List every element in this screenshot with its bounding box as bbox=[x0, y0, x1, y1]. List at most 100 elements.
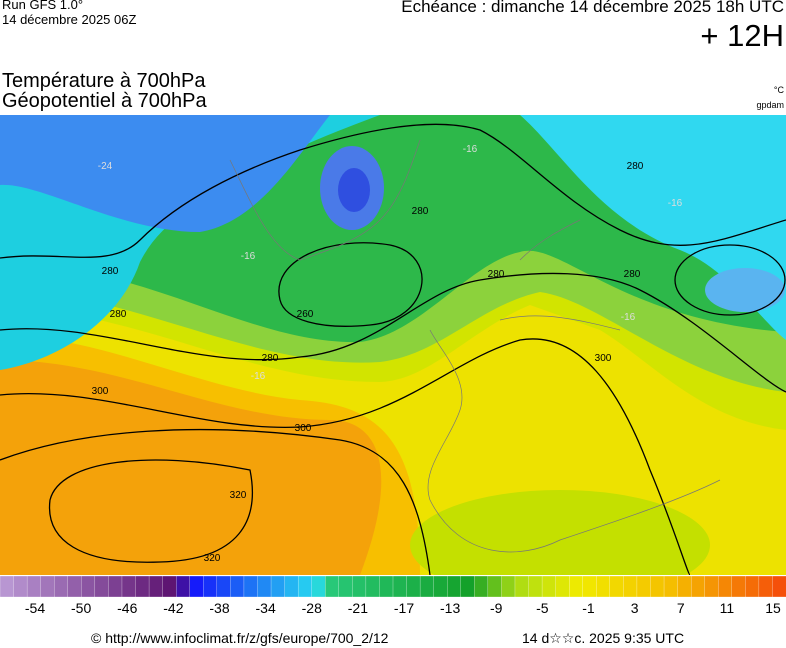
scale-swatch bbox=[541, 575, 557, 598]
scale-swatch bbox=[447, 575, 462, 598]
scale-swatch bbox=[650, 575, 665, 598]
contour-label: 320 bbox=[230, 490, 247, 501]
scale-label: 3 bbox=[631, 600, 639, 616]
field bbox=[705, 268, 785, 312]
contour-label: -16 bbox=[621, 312, 636, 323]
contour-label: 280 bbox=[627, 161, 644, 172]
scale-swatch bbox=[745, 575, 760, 598]
scale-label: 11 bbox=[720, 600, 735, 616]
field bbox=[338, 168, 370, 212]
scale-swatch bbox=[433, 575, 448, 598]
scale-label: -42 bbox=[163, 600, 183, 616]
contour-label: -16 bbox=[251, 371, 266, 382]
run-date: 14 décembre 2025 06Z bbox=[2, 12, 137, 27]
contour-label: 280 bbox=[412, 206, 429, 217]
scale-swatch bbox=[54, 575, 69, 598]
scale-swatch bbox=[596, 575, 611, 598]
title: Géopotentiel à 700hPa bbox=[2, 90, 207, 112]
scale-swatch bbox=[514, 575, 530, 598]
scale-swatch bbox=[230, 575, 245, 598]
scale-swatch bbox=[663, 575, 679, 598]
contour-label: 280 bbox=[110, 309, 127, 320]
scale-swatch bbox=[189, 575, 204, 598]
scale-swatch bbox=[121, 575, 137, 598]
scale-label: -28 bbox=[302, 600, 322, 616]
contour-label: 320 bbox=[204, 553, 221, 564]
scale-swatch bbox=[108, 575, 123, 598]
field bbox=[0, 115, 330, 232]
scale-swatch bbox=[569, 575, 584, 598]
scale-swatch bbox=[609, 575, 625, 598]
title: Température à 700hPa bbox=[2, 70, 206, 92]
scale-label: -21 bbox=[348, 600, 368, 616]
scale-swatch bbox=[731, 575, 746, 598]
scale-label: -50 bbox=[71, 600, 91, 616]
scale-label: 15 bbox=[765, 600, 781, 616]
contour-label: 280 bbox=[102, 266, 119, 277]
scale-swatch bbox=[216, 575, 232, 598]
contour-label: 280 bbox=[262, 353, 279, 364]
scale-swatch bbox=[582, 575, 597, 598]
scale-swatch bbox=[718, 575, 733, 598]
scale-swatch bbox=[162, 575, 177, 598]
scale-swatch bbox=[13, 575, 28, 598]
scale-swatch bbox=[148, 575, 164, 598]
scale-swatch bbox=[528, 575, 543, 598]
scale-swatch bbox=[94, 575, 110, 598]
scale-swatch bbox=[379, 575, 394, 598]
scale-swatch bbox=[555, 575, 570, 598]
scale-label: -17 bbox=[394, 600, 414, 616]
scale-swatch bbox=[392, 575, 408, 598]
contour-label: 300 bbox=[295, 423, 312, 434]
unit: °C bbox=[773, 85, 784, 95]
scale-label: -9 bbox=[490, 600, 503, 616]
scale-swatch bbox=[772, 575, 786, 598]
scale-swatch bbox=[81, 575, 96, 598]
run-label: Run GFS 1.0° bbox=[2, 0, 84, 12]
scale-swatch bbox=[325, 575, 340, 598]
scale-swatch bbox=[0, 575, 15, 598]
scale-swatch bbox=[311, 575, 326, 598]
scale-swatch bbox=[501, 575, 516, 598]
contour-label: 280 bbox=[624, 269, 641, 280]
scale-swatch bbox=[203, 575, 218, 598]
scale-swatch bbox=[623, 575, 638, 598]
scale-label: -5 bbox=[536, 600, 549, 616]
scale-label: -34 bbox=[256, 600, 276, 616]
scale-swatch bbox=[406, 575, 421, 598]
unit: gpdam bbox=[756, 100, 784, 110]
scale-label: 7 bbox=[677, 600, 685, 616]
scale-swatch bbox=[338, 575, 353, 598]
contour-label: -16 bbox=[463, 144, 478, 155]
contour-label: 280 bbox=[488, 269, 505, 280]
scale-swatch bbox=[636, 575, 652, 598]
scale-swatch bbox=[40, 575, 55, 598]
contour-label: -24 bbox=[98, 161, 113, 172]
scale-swatch bbox=[758, 575, 774, 598]
contour-label: 300 bbox=[595, 353, 612, 364]
field bbox=[520, 115, 786, 340]
scale-swatch bbox=[176, 575, 191, 598]
contour-label: -16 bbox=[241, 251, 256, 262]
scale-label: -46 bbox=[117, 600, 137, 616]
scale-swatch bbox=[365, 575, 381, 598]
scale-label: -54 bbox=[25, 600, 45, 616]
scale-swatch bbox=[297, 575, 313, 598]
scale-swatch bbox=[352, 575, 367, 598]
scale-swatch bbox=[419, 575, 435, 598]
scale-swatch bbox=[284, 575, 299, 598]
field bbox=[410, 490, 710, 575]
scale-swatch bbox=[270, 575, 286, 598]
contour-label: 300 bbox=[92, 386, 109, 397]
scale-swatch bbox=[677, 575, 692, 598]
map: -24 280 280 280 300 300 320 320 260 280 280 280 280 3… bbox=[0, 115, 786, 575]
scale-swatch bbox=[690, 575, 706, 598]
echeance: Echéance : dimanche 14 décembre 2025 18h… bbox=[401, 0, 784, 16]
scale-label: -13 bbox=[440, 600, 460, 616]
scale-swatch bbox=[474, 575, 489, 598]
source: © http://www.infoclimat.fr/z/gfs/europe/… bbox=[91, 630, 389, 646]
contour-label: 260 bbox=[297, 309, 314, 320]
scale-label: -1 bbox=[582, 600, 595, 616]
contours bbox=[0, 123, 786, 575]
